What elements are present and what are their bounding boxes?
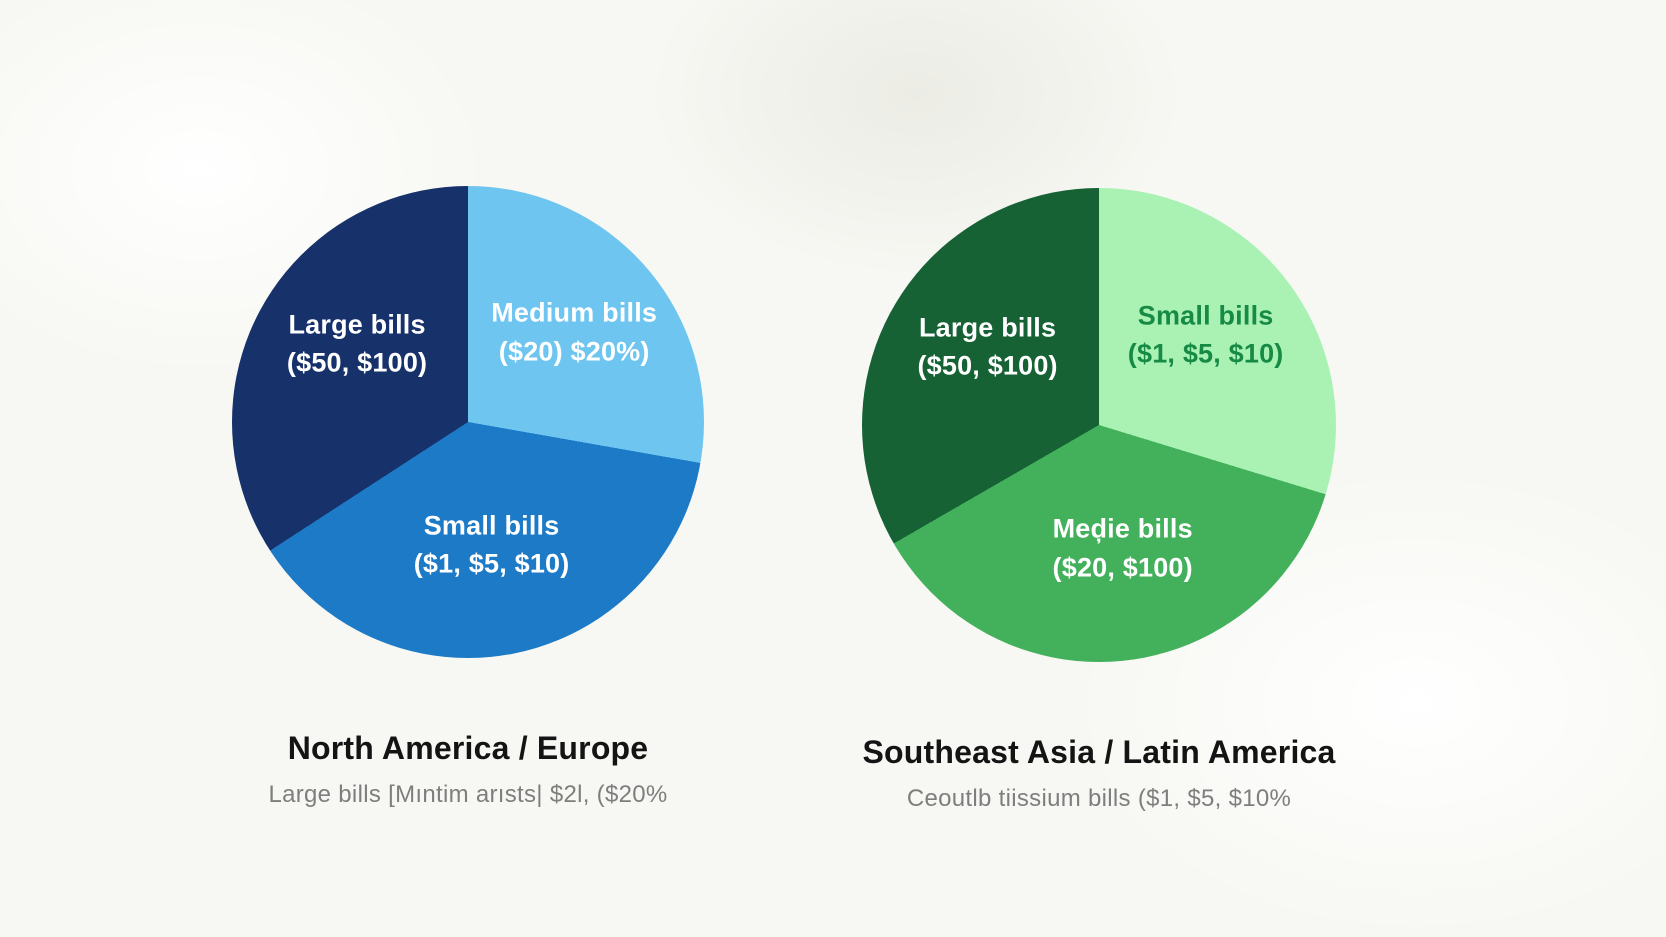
slice-label-name: Small bills	[423, 510, 560, 541]
chart-subtitle: Large bills [Mıntim arısts| $2l, ($20%	[268, 781, 668, 808]
slice-label-name: Large bills	[918, 312, 1057, 343]
slice-label-name: Medium bills	[491, 297, 658, 328]
slice-label-denominations: ($50, $100)	[286, 348, 428, 379]
slice-label-name: Large bills	[288, 309, 426, 340]
slice-label-name: Small bills	[1137, 300, 1274, 331]
slice-label-denominations: ($20, $100)	[1052, 552, 1193, 583]
chart-subtitle: Ceoutlb tiissium bills ($1, $5, $10%	[906, 785, 1292, 812]
slice-label: Large bills ($50, $100)	[287, 306, 427, 383]
chart-southeast-asia-latin-america: Small bills ($1, $5, $10) Meḑie bills ($20,…	[862, 188, 1336, 814]
pie-southeast-asia-latin-america: Small bills ($1, $5, $10) Meḑie bills ($20,…	[862, 188, 1336, 662]
slice-label-denominations: ($50, $100)	[917, 350, 1058, 381]
slice-label-denominations: ($1, $5, $10)	[1127, 338, 1284, 369]
slice-label: Small bills ($1, $5, $10)	[414, 506, 570, 583]
chart-north-america-europe: Medium bills ($20) $20%) Small bills ($1, $…	[232, 186, 704, 810]
slice-label: Meḑie bills ($20, $100)	[1053, 510, 1193, 587]
slice-label: Small bills ($1, $5, $10)	[1128, 297, 1284, 374]
chart-title: North America / Europe	[287, 730, 649, 766]
slice-label: Large bills ($50, $100)	[917, 308, 1057, 385]
chart-title: Southeast Asia / Latin America	[862, 734, 1336, 770]
pie-north-america-europe: Medium bills ($20) $20%) Small bills ($1, $…	[232, 186, 704, 658]
slice-label-denominations: ($1, $5, $10)	[413, 548, 570, 579]
slice-label: Medium bills ($20) $20%)	[491, 294, 657, 371]
slice-label-denominations: ($20) $20%)	[498, 336, 650, 367]
slice-label-name: Meḑie bills	[1052, 513, 1193, 544]
